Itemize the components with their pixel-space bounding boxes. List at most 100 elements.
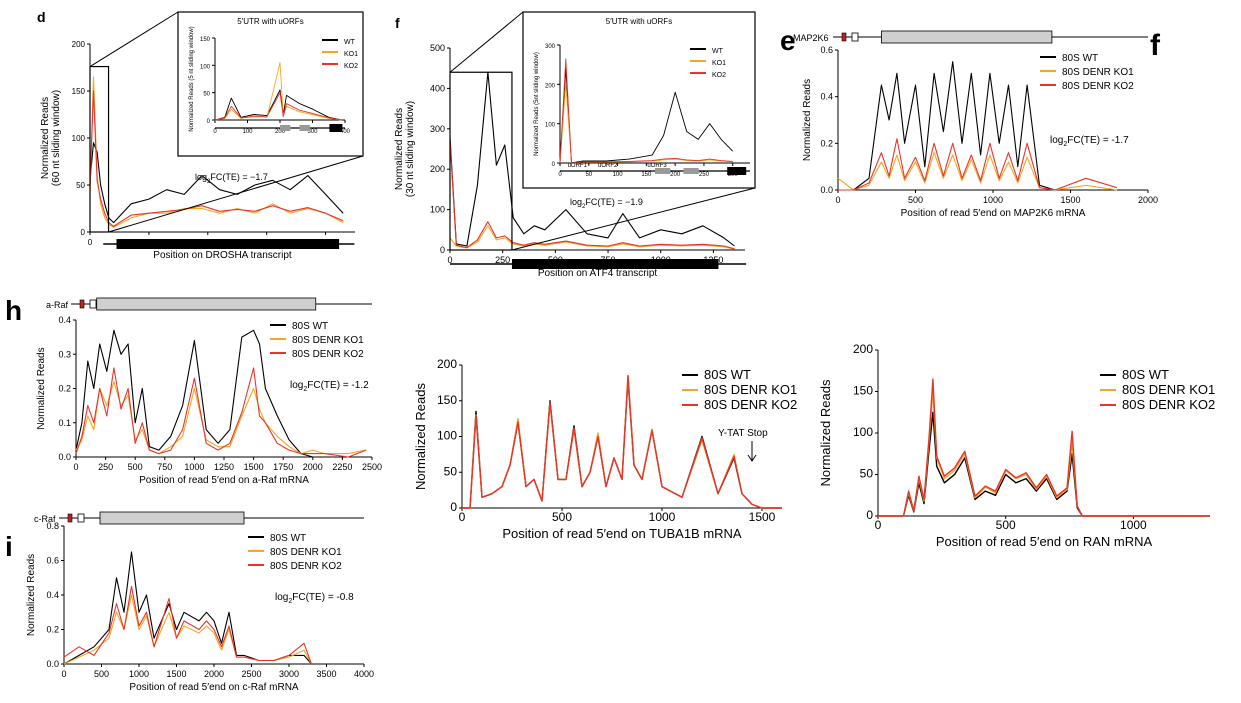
y-tick-label: 0.0 (46, 659, 59, 669)
x-tick-label: 150 (641, 172, 652, 178)
x-tick-label: 0 (835, 195, 840, 205)
series-line-80s-denr-ko1 (63, 594, 312, 665)
y-tick-label: 0.4 (46, 590, 59, 600)
legend-label: 80S DENR KO2 (270, 561, 342, 572)
y-tick-label: 0 (866, 508, 873, 522)
inset-cds (727, 167, 747, 175)
panel-label: e (780, 25, 796, 56)
legend-label: 80S WT (270, 533, 306, 544)
x-tick-label: 1000 (184, 462, 204, 472)
y-axis-label: Normalized Reads (802, 79, 813, 161)
x-tick-label: 500 (908, 195, 923, 205)
series-line-80s-denr-ko2 (462, 375, 782, 509)
y-tick-label: 100 (545, 123, 556, 129)
legend-label: 80S DENR KO1 (704, 382, 797, 397)
x-tick-label: 1500 (749, 510, 776, 524)
y-tick-label: 0.1 (58, 418, 71, 428)
y-tick-label: 150 (853, 384, 873, 398)
y-tick-label: 300 (430, 124, 445, 134)
legend-label: 80S WT (1122, 367, 1169, 382)
inset-title: 5′UTR with uORFs (606, 17, 672, 26)
x-tick-label: 0 (88, 238, 93, 247)
series-line-wt (214, 89, 342, 121)
legend-label: 80S DENR KO1 (1122, 382, 1215, 397)
inset-y-label: Normalized Reads (5nt sliding window) (534, 52, 540, 156)
x-axis-label: Position of read 5′end on TUBA1B mRNA (502, 526, 742, 541)
zoom-region-box (89, 65, 110, 233)
y-tick-label: 300 (545, 44, 556, 50)
inset-title: 5′UTR with uORFs (237, 17, 303, 26)
cds-box (96, 297, 317, 311)
x-tick-label: 750 (157, 462, 172, 472)
x-tick-label: 1000 (1120, 518, 1147, 532)
inset-cds (329, 124, 343, 132)
gene-label: c-Raf (34, 514, 56, 524)
uorf-label: uORF1 (568, 163, 588, 169)
te-annotation: log2FC(TE) = -0.8 (275, 592, 354, 605)
x-tick-label: 0 (875, 518, 882, 532)
x-tick-label: 500 (996, 518, 1016, 532)
legend-label: 80S DENR KO2 (292, 349, 364, 360)
series-line-80s-denr-ko2 (63, 585, 313, 665)
y-tick-label: 50 (444, 464, 458, 478)
x-tick-label: 0 (73, 462, 78, 472)
x-tick-label: 1000 (649, 510, 676, 524)
y-tick-label: 0.3 (58, 349, 71, 359)
stop-annotation: Y-TAT Stop (718, 428, 768, 439)
y-tick-label: 400 (430, 83, 445, 93)
series-line-wt (89, 142, 344, 224)
x-axis-label: Position of read 5′end on c-Raf mRNA (129, 682, 299, 693)
x-tick-label: 300 (307, 129, 318, 135)
panel-label: h (5, 295, 22, 326)
panel-e2: f (1150, 29, 1161, 62)
y-tick-label: 200 (853, 342, 873, 356)
chart-panel-e: e 0.0 0.2 0.4 0.6 0 500 1000 1500 2000 Position of… (780, 25, 1158, 219)
chart-panel-ran: 0 50 100 150 200 0 500 1000 Position of read 5′e… (818, 342, 1215, 549)
x-tick-label: 2000 (204, 669, 224, 679)
chart-panel-f: f0100200300400500025050075010001250Posit… (394, 11, 756, 279)
gene-label: a-Raf (46, 300, 69, 310)
y-tick-label: 0.2 (820, 138, 833, 148)
uorf-label: uORF3 (647, 163, 667, 169)
x-axis-label: Position of read 5′end on MAP2K6 mRNA (901, 208, 1086, 219)
x-tick-label: 50 (585, 172, 592, 178)
y-axis-label: Normalized Reads (413, 383, 428, 490)
y-tick-label: 100 (72, 134, 86, 143)
inset-uorf (655, 168, 671, 174)
x-tick-label: 1500 (244, 462, 264, 472)
legend-label: WT (712, 48, 724, 55)
panel-label: d (37, 9, 46, 25)
y-tick-label: 0 (450, 500, 457, 514)
legend-label: 80S DENR KO2 (1122, 397, 1215, 412)
series-line-ko2 (214, 92, 342, 121)
y-tick-label: 100 (853, 425, 873, 439)
legend-label: 80S DENR KO2 (1062, 81, 1134, 92)
x-tick-label: 2000 (303, 462, 323, 472)
x-tick-label: 2500 (241, 669, 261, 679)
y-tick-label: 200 (430, 164, 445, 174)
y-tick-label: 0.2 (58, 384, 71, 394)
cds-block (116, 239, 340, 249)
x-tick-label: 200 (670, 172, 681, 178)
y-tick-label: 100 (437, 429, 457, 443)
y-tick-label: 0 (552, 162, 556, 168)
y-tick-label: 0.6 (820, 45, 833, 55)
y-tick-label: 50 (203, 92, 210, 98)
zoom-connector (108, 155, 364, 233)
y-tick-label: 0.6 (46, 556, 59, 566)
te-annotation: log2FC(TE) = −1.9 (570, 197, 643, 210)
inset-frame (522, 11, 756, 189)
x-tick-label: 250 (699, 172, 710, 178)
x-tick-label: 500 (552, 510, 572, 524)
cds-box (99, 511, 245, 525)
legend-label: KO2 (344, 63, 358, 70)
y-tick-label: 0.4 (820, 92, 833, 102)
x-axis-label: Position of read 5′end on RAN mRNA (936, 534, 1153, 549)
x-tick-label: 0 (447, 255, 452, 265)
zoom-connector (511, 187, 756, 251)
legend-label: 80S WT (292, 321, 328, 332)
legend-label: KO1 (712, 60, 726, 67)
zoom-connector (449, 11, 524, 73)
uorf-box (851, 32, 859, 42)
inset-uorf (280, 125, 291, 131)
